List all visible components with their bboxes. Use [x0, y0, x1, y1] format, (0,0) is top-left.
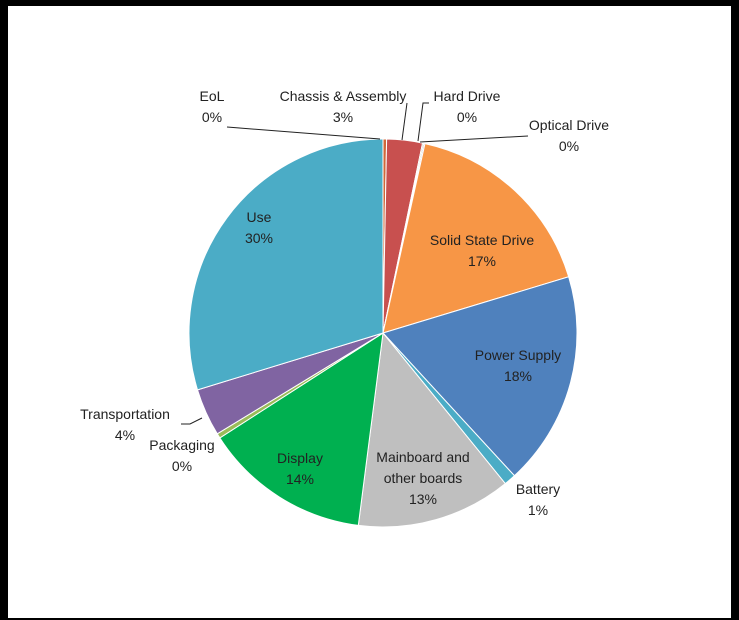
slice-display [219, 331, 384, 526]
pie-slices [188, 138, 578, 528]
leader-line-optical-drive [419, 135, 529, 143]
label-percent-eol: 0% [202, 109, 222, 125]
label-name-solid-state-drive: Solid State Drive [430, 232, 534, 248]
data-labels: EoL 0%Chassis & Assembly 3%Hard Drive 0% Opt… [80, 88, 609, 518]
data-label-display: Display 14% [277, 450, 323, 487]
label-percent-battery: 1% [528, 502, 548, 518]
data-label-hard-drive: Hard Drive 0% [434, 88, 501, 125]
label-percent-mainboard: 13% [409, 491, 437, 507]
chart-frame: EoL 0% Chassis & Assembly 3% Hard Drive 0% Opt… [8, 6, 731, 618]
slice-use [188, 138, 384, 391]
label-percent-optical-drive: 0% [559, 138, 579, 154]
label-name-optical-drive: Optical Drive [529, 117, 609, 133]
label-name-use: Use [247, 209, 272, 225]
label-percent-solid-state-drive: 17% [468, 253, 496, 269]
data-label-optical-drive: Optical Drive 0% [529, 117, 609, 154]
label-percent-packaging: 0% [172, 458, 192, 474]
data-label-packaging: Packaging 0% [149, 437, 214, 474]
label-name-hard-drive: Hard Drive [434, 88, 501, 104]
label-percent-chassis-assembly: 3% [333, 109, 353, 125]
data-label-eol: EoL 0% [200, 88, 225, 125]
label-name-display: Display [277, 450, 323, 466]
data-label-solid-state-drive: Solid State Drive 17% [430, 232, 534, 269]
data-label-battery: Battery 1% [516, 481, 560, 518]
label-percent-power-supply: 18% [504, 368, 532, 384]
slice-solid-state-drive [382, 142, 570, 334]
label-name-transportation: Transportation [80, 406, 170, 422]
label-name-mainboard: Mainboard and [376, 449, 469, 465]
label-name-eol: EoL [200, 88, 225, 104]
leader-line-transportation [181, 417, 203, 425]
label-name-packaging: Packaging [149, 437, 214, 453]
label-name-mainboard: other boards [384, 470, 463, 486]
slice-mainboard [357, 331, 506, 528]
label-percent-hard-drive: 0% [457, 109, 477, 125]
leader-line-eol [226, 126, 381, 140]
leader-line-chassis-assembly [401, 102, 408, 141]
data-label-power-supply: Power Supply 18% [475, 347, 561, 384]
leader-line-hard-drive [417, 102, 429, 142]
label-name-battery: Battery [516, 481, 560, 497]
data-label-mainboard: Mainboard and other boards 13% [376, 449, 469, 507]
label-percent-transportation: 4% [115, 427, 135, 443]
data-label-use: Use 30% [245, 209, 273, 246]
data-label-transportation: Transportation 4% [80, 406, 170, 443]
label-percent-display: 14% [286, 471, 314, 487]
label-name-power-supply: Power Supply [475, 347, 561, 363]
label-percent-use: 30% [245, 230, 273, 246]
pie-chart: EoL 0%Chassis & Assembly 3%Hard Drive 0% Opt… [80, 88, 609, 528]
data-label-chassis-assembly: Chassis & Assembly 3% [280, 88, 407, 125]
label-name-chassis-assembly: Chassis & Assembly [280, 88, 407, 104]
slice-power-supply [382, 276, 578, 477]
